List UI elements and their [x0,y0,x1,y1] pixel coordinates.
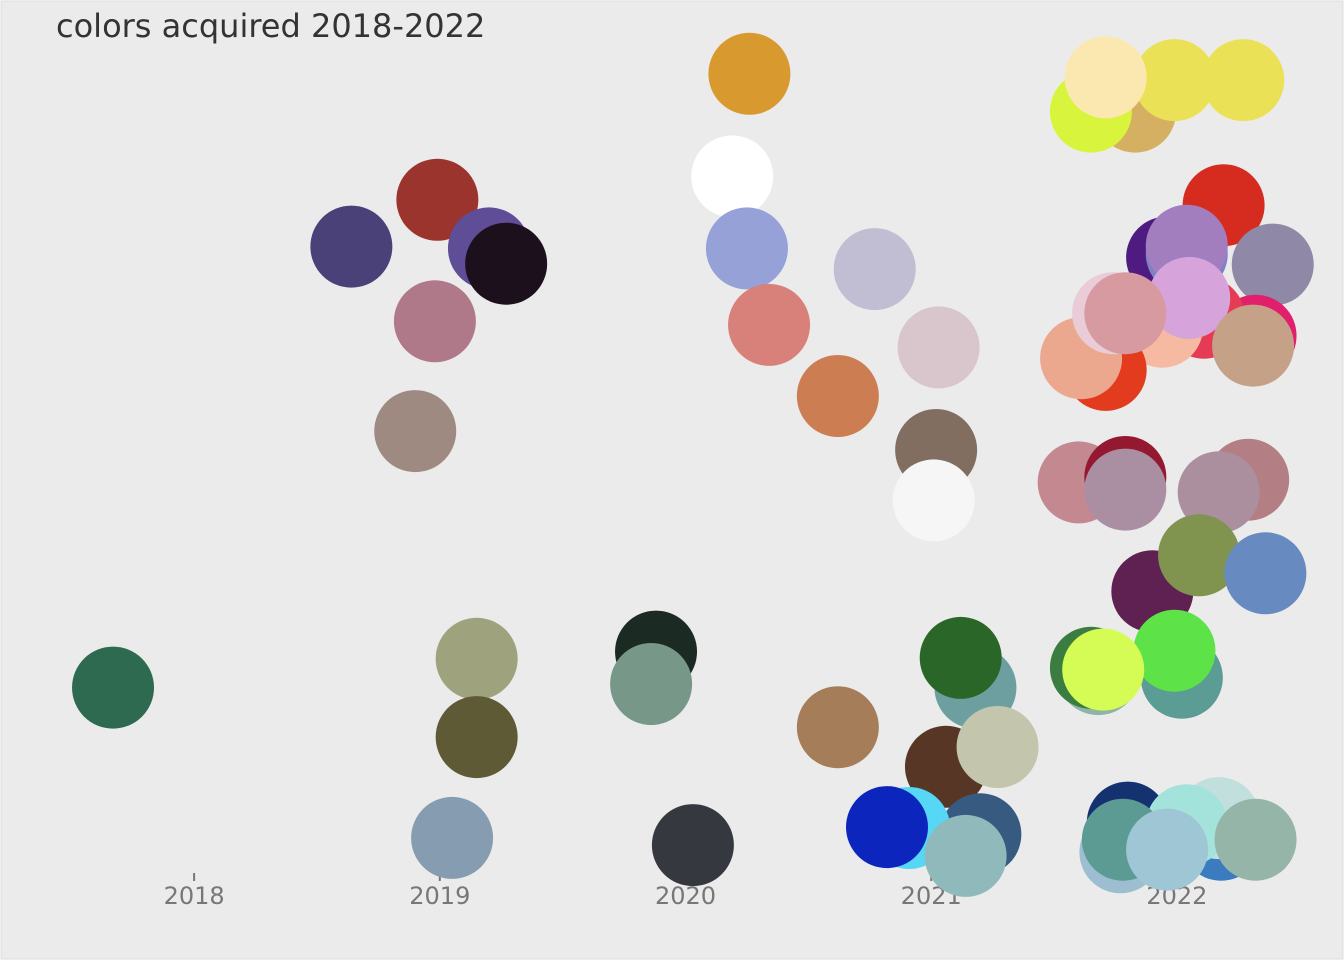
color-dot [796,686,879,769]
color-dot [833,228,916,311]
color-dot [1231,223,1314,306]
color-dot [1133,39,1216,122]
color-dot [1202,39,1285,122]
x-tick-label: 2020 [655,882,716,910]
chart-title: colors acquired 2018-2022 [56,7,485,45]
x-tick-label: 2018 [164,882,225,910]
color-dot [310,205,393,288]
color-dot [1148,256,1231,339]
color-dot [1224,532,1307,615]
color-dot [919,616,1002,699]
color-dot [465,222,548,305]
color-dot [1064,36,1147,119]
color-dot [1214,798,1297,881]
color-dot [728,283,811,366]
color-dot [435,696,518,779]
color-dot [1133,609,1216,692]
color-dot [374,390,457,473]
color-dot [796,355,879,437]
color-dot [1212,304,1295,387]
color-dot [435,617,518,700]
color-dot [411,796,494,879]
color-dot [708,32,791,115]
color-dot [897,306,980,389]
color-dot [393,280,476,363]
color-dot [1177,451,1260,534]
color-dot [924,814,1007,897]
color-dot [892,459,975,542]
color-dot [610,643,693,725]
color-dot [705,207,788,290]
color-dot [396,158,479,241]
color-dot [1062,628,1145,711]
color-dot [1084,448,1167,531]
color-dot [1126,808,1209,891]
x-tick-label: 2019 [409,882,470,910]
color-dot [1158,514,1241,597]
color-dot [72,646,155,729]
color-dot [1084,272,1167,355]
color-dot [691,135,774,218]
color-dot [956,706,1039,788]
color-dot [845,786,928,869]
color-dot [651,804,734,887]
